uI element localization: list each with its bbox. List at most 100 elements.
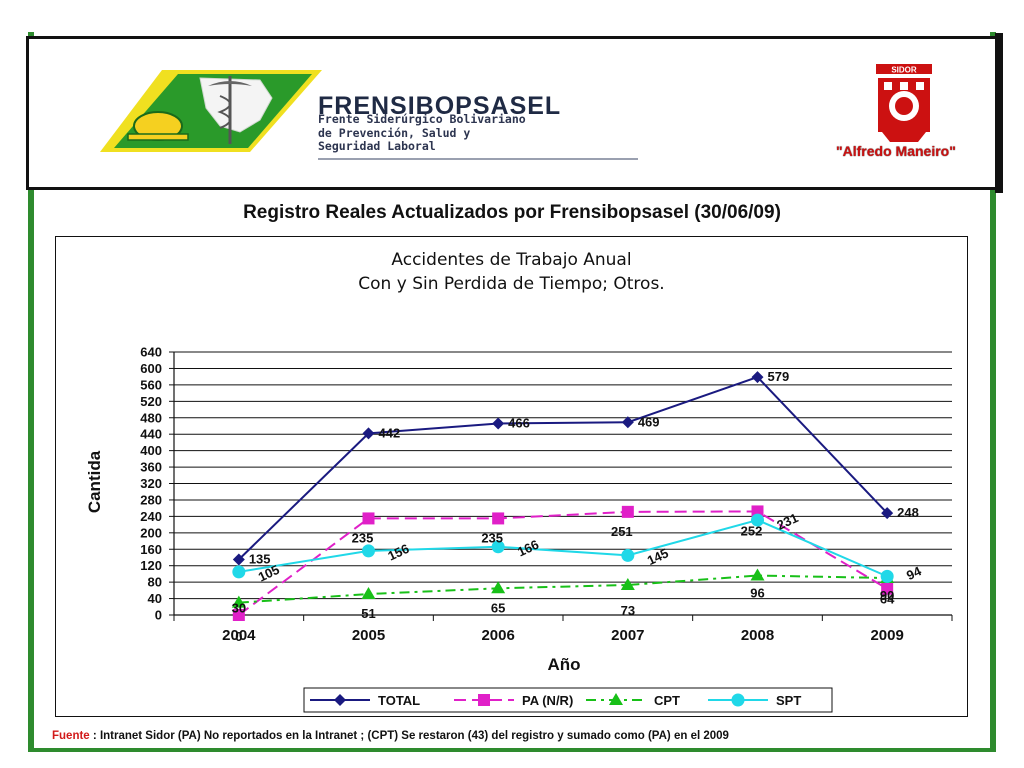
data-label-spt: 156 [385,541,411,564]
data-label-pa-n-r: 0 [235,629,242,644]
series-line-total [238,375,888,561]
org-subtitle-line-3: Seguridad Laboral [318,139,436,153]
data-label-cpt: 96 [750,586,764,601]
data-label-total: 248 [897,505,919,520]
data-label-spt: 94 [904,563,924,583]
y-tick-label: 160 [140,542,162,557]
marker-total [362,427,375,440]
sidor-logo-notch-1 [884,82,892,90]
y-tick-label: 40 [148,591,162,606]
legend-label: TOTAL [378,693,420,708]
sidor-logo-core [895,97,913,115]
series-line-pa-n-r [238,510,888,616]
marker-pa-n-r [881,582,894,595]
marker-pa-n-r [492,512,505,525]
footnote-text: Intranet Sidor (PA) No reportados en la … [99,730,729,742]
series-line-cpt [238,574,888,604]
footnote: Fuente : Intranet Sidor (PA) No reportad… [52,730,729,742]
chart-container [55,236,968,717]
logo-caduceus-snake [217,95,231,129]
legend-label: SPT [776,693,801,708]
org-subtitle-line-2: de Prevención, Salud y [318,126,471,140]
org-subtitle-line-1: Frente Siderúrgico Bolivariano [318,112,526,126]
marker-spt [621,548,635,562]
y-axis-label: Cantida [85,450,104,513]
x-axis-label: Año [547,655,580,674]
series-line-spt [238,519,888,578]
data-label-total: 579 [768,369,790,384]
legend-marker [334,694,346,706]
y-tick-label: 560 [140,377,162,392]
x-tick-label: 2007 [611,627,644,644]
sidor-logo-base [882,132,926,142]
x-tick-label: 2008 [741,627,774,644]
legend-label: CPT [654,693,680,708]
y-tick-label: 200 [140,525,162,540]
data-label-layer: 135 442 466 469 579 248 0 235 235 251 252 64 30 51 65 7… [232,369,925,644]
y-tick-label: 640 [140,345,162,360]
data-label-pa-n-r: 251 [611,524,633,539]
logo-caduceus-wings [208,81,252,86]
x-tick-label: 2009 [870,627,903,644]
legend-marker [609,693,623,705]
marker-spt [880,569,894,583]
marker-total [751,371,764,384]
marker-total [621,416,634,429]
footnote-label: Fuente [52,730,90,742]
data-label-pa-n-r: 252 [741,523,763,538]
y-tick-label: 480 [140,410,162,425]
y-tick-label: 600 [140,361,162,376]
marker-total [492,417,505,430]
data-label-total: 442 [379,425,401,440]
frensibopsasel-logo [100,70,322,152]
legend-marker [478,694,490,706]
header-edge [995,33,1003,193]
sidor-logo: SIDOR [876,64,932,142]
data-label-cpt: 30 [232,601,246,616]
legend-marker [731,693,745,707]
y-tick-label: 280 [140,492,162,507]
sidor-logo-bar [876,64,932,74]
sidor-logo-text: SIDOR [891,66,917,75]
y-tick-label: 520 [140,394,162,409]
page-title: Registro Reales Actualizados por Frensib… [243,202,781,223]
marker-spt [491,540,505,554]
marker-pa-n-r [621,505,634,518]
data-label-spt: 166 [515,537,541,560]
series-layer [231,371,895,621]
y-tick-label: 240 [140,509,162,524]
y-tick-label: 120 [140,558,162,573]
data-label-pa-n-r: 64 [880,592,895,607]
company-name: "Alfredo Maneiro" [836,143,956,159]
chart-subtitle: Con y Sin Perdida de Tiempo; Otros. [358,274,665,294]
data-label-pa-n-r: 235 [352,530,374,545]
data-label-cpt: 90 [880,588,894,603]
legend-label: PA (N/R) [522,693,573,708]
marker-pa-n-r [751,505,764,518]
marker-pa-n-r [232,609,245,621]
org-rule [318,158,638,160]
legend: TOTAL PA (N/R) CPT SPT [303,687,833,713]
x-tick-label: 2005 [352,627,385,644]
marker-total [232,553,245,566]
marker-cpt [361,587,376,600]
data-label-cpt: 51 [361,606,375,621]
marker-spt [232,565,246,579]
y-tick-label: 320 [140,476,162,491]
x-tick-label: 2004 [222,627,256,644]
marker-spt [751,513,764,527]
marker-total [881,507,894,520]
data-label-pa-n-r: 235 [481,530,503,545]
data-label-total: 466 [508,416,530,431]
logo-map-shape [199,77,273,133]
marker-cpt [491,581,506,594]
data-label-total: 469 [638,414,660,429]
sidor-logo-notch-3 [916,82,924,90]
marker-cpt [231,595,246,608]
y-tick-label: 400 [140,443,162,458]
logo-helmet-brim [127,133,189,141]
data-label-spt: 231 [774,510,800,533]
x-tick-label: 2006 [481,627,514,644]
